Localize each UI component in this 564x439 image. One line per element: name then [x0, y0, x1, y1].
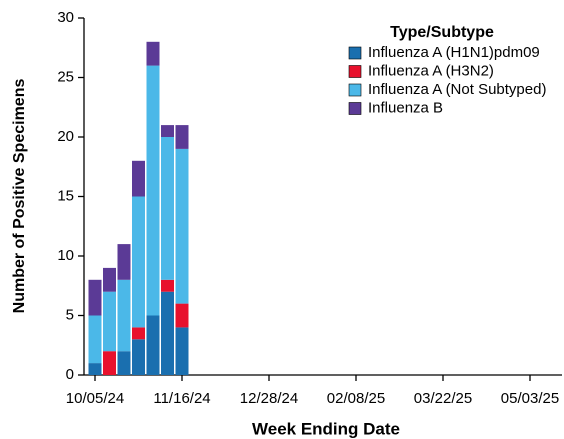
bar-segment — [88, 363, 102, 375]
bar-segment — [146, 41, 160, 66]
x-tick-label: 10/05/24 — [66, 390, 124, 407]
y-tick-label: 0 — [66, 366, 74, 383]
y-tick-label: 30 — [57, 9, 74, 26]
bar-segment — [161, 137, 174, 280]
bar-segment — [103, 351, 116, 375]
bar-segment — [146, 65, 160, 316]
y-tick-label: 25 — [57, 68, 74, 85]
legend-label: Influenza A (Not Subtyped) — [368, 81, 546, 98]
x-tick-label: 12/28/24 — [240, 390, 298, 407]
x-tick-label: 03/22/25 — [414, 390, 472, 407]
legend-label: Influenza A (H3N2) — [368, 62, 494, 79]
legend-label: Influenza A (H1N1)pdm09 — [368, 44, 540, 61]
bar-segment — [103, 291, 116, 352]
legend-swatch — [348, 65, 362, 78]
y-tick-label: 15 — [57, 187, 74, 204]
bar-segment — [103, 267, 116, 292]
legend-swatch — [348, 102, 362, 115]
bar-segment — [88, 315, 102, 364]
bar-segment — [117, 244, 131, 280]
bar-segment — [161, 125, 174, 137]
x-tick-label: 05/03/25 — [501, 390, 559, 407]
bar-segment — [88, 279, 102, 316]
x-tick-label: 11/16/24 — [153, 390, 210, 407]
y-axis-label: Number of Positive Specimens — [11, 79, 28, 314]
bar-segment — [175, 125, 189, 149]
legend-swatch — [348, 46, 362, 60]
bar-segment — [161, 291, 174, 375]
y-tick-label: 10 — [57, 247, 74, 264]
bar-segment — [175, 327, 189, 375]
bar-segment — [146, 315, 160, 375]
bar-segment — [132, 196, 145, 328]
x-tick-label: 02/08/25 — [327, 390, 385, 407]
bar-segment — [132, 327, 145, 340]
bar-segment — [175, 303, 189, 328]
legend-title: Type/Subtype — [390, 24, 494, 41]
y-tick-label: 20 — [57, 128, 74, 145]
x-axis-label: Week Ending Date — [252, 419, 400, 438]
bar-segment — [161, 279, 174, 292]
bar-segment — [132, 339, 145, 375]
bar-segment — [175, 148, 189, 304]
bar-segment — [117, 351, 131, 375]
bar-segment — [117, 279, 131, 352]
y-tick-label: 5 — [66, 306, 74, 323]
legend-swatch — [348, 83, 362, 97]
bar-segment — [132, 160, 145, 197]
legend-label: Influenza B — [368, 99, 443, 116]
